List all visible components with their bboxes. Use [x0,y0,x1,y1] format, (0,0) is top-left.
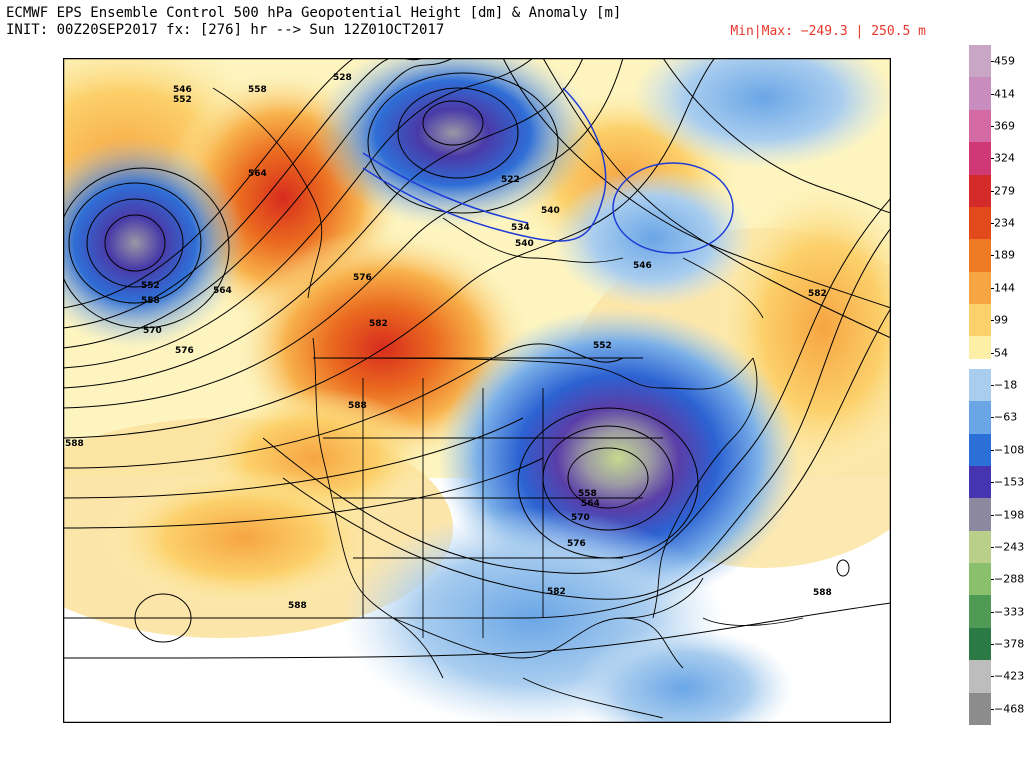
colorbar-tick [991,676,994,678]
contour-label: 576 [353,273,372,283]
colorbar-tick [991,385,994,386]
colorbar-label: 279 [994,184,1015,198]
colorbar [969,45,991,726]
colorbar-label: −18 [994,378,1018,392]
contour-label: 582 [369,319,388,329]
colorbar-label: −378 [994,637,1024,651]
colorbar-swatch [969,660,991,694]
contour-label: 558 [141,296,160,306]
colorbar-swatch [969,563,991,596]
contour-label: 552 [593,341,612,351]
colorbar-label: 234 [994,216,1015,230]
contour-label: 528 [333,73,352,83]
colorbar-tick [991,708,994,710]
colorbar-swatch [969,433,991,467]
colorbar-label: −63 [994,410,1018,424]
contour-label: 522 [501,175,520,185]
contour-label: 546 [633,261,652,271]
colorbar-tick [991,611,994,613]
contour-label: 540 [515,239,534,249]
colorbar-tick [991,223,994,225]
init-forecast-line: INIT: 00Z20SEP2017 fx: [276] hr --> Sun … [6,22,445,38]
colorbar-swatch [969,174,991,208]
colorbar-swatch [969,45,991,78]
contour-label: 558 [248,85,267,95]
min-max-readout: Min|Max: −249.3 | 250.5 m [730,24,926,39]
anomaly-map: 5465525585645525585645705765765825885885… [63,58,891,723]
colorbar-label: −153 [994,475,1024,489]
colorbar-label: −198 [994,508,1024,522]
colorbar-tick [991,158,994,160]
contour-label: 564 [213,286,232,296]
colorbar-swatch [969,627,991,661]
colorbar-label: 144 [994,281,1015,295]
contour-label: 534 [511,223,530,233]
colorbar-label: −108 [994,443,1024,457]
colorbar-swatch [969,465,991,499]
colorbar-tick [991,514,994,516]
colorbar-tick [991,61,994,63]
colorbar-label: −468 [994,702,1024,716]
colorbar-swatch [969,359,991,369]
map-panel: 546 552 558 564 552 558 564 570 576 576 582 588 588 5… [63,58,891,723]
colorbar-swatch [969,239,991,273]
colorbar-tick [991,287,994,289]
chart-title: ECMWF EPS Ensemble Control 500 hPa Geopo… [6,5,622,21]
colorbar-tick [991,352,994,354]
colorbar-swatch [969,109,991,143]
contour-label: 540 [541,206,560,216]
contour-label: 576 [567,539,586,549]
colorbar-tick [991,579,994,581]
colorbar-tick [991,190,994,192]
colorbar-tick [991,125,994,127]
colorbar-label: 414 [994,87,1015,101]
colorbar-tick [991,482,994,484]
colorbar-label: −423 [994,669,1024,683]
contour-label: 558 [578,489,597,499]
colorbar-swatch [969,530,991,564]
contour-label: 582 [547,587,566,597]
contour-label: 588 [288,601,307,611]
colorbar-tick [991,417,994,419]
colorbar-label: −333 [994,605,1024,619]
colorbar-swatch [969,206,991,240]
colorbar-swatch [969,368,991,402]
contour-label: 570 [571,513,590,523]
contour-label: 552 [141,281,160,291]
colorbar-swatch [969,271,991,305]
colorbar-tick [991,449,994,451]
colorbar-label: 324 [994,151,1015,165]
contour-label: 582 [808,289,827,299]
colorbar-label: 99 [994,313,1008,327]
contour-label: 552 [173,95,192,105]
colorbar-tick [991,255,994,257]
colorbar-label: −243 [994,540,1024,554]
colorbar-swatch [969,304,991,337]
colorbar-swatch [969,692,991,726]
contour-label: 564 [248,169,267,179]
colorbar-label: −288 [994,572,1024,586]
contour-label: 588 [813,588,832,598]
colorbar-label: 54 [994,346,1008,360]
contour-label: 576 [175,346,194,356]
contour-label: 570 [143,326,162,336]
colorbar-swatch [969,77,991,111]
colorbar-label: 459 [994,54,1015,68]
colorbar-swatch [969,142,991,176]
colorbar-tick [991,93,994,95]
colorbar-tick [991,320,994,322]
contour-label: 546 [173,85,192,95]
colorbar-label: 369 [994,119,1015,133]
contour-label: 588 [348,401,367,411]
colorbar-tick [991,546,994,548]
colorbar-tick [991,644,994,646]
colorbar-swatch [969,401,991,435]
contour-label: 564 [581,499,600,509]
contour-label: 588 [65,439,84,449]
colorbar-label: 189 [994,248,1015,262]
colorbar-swatch [969,595,991,629]
colorbar-swatch [969,498,991,532]
